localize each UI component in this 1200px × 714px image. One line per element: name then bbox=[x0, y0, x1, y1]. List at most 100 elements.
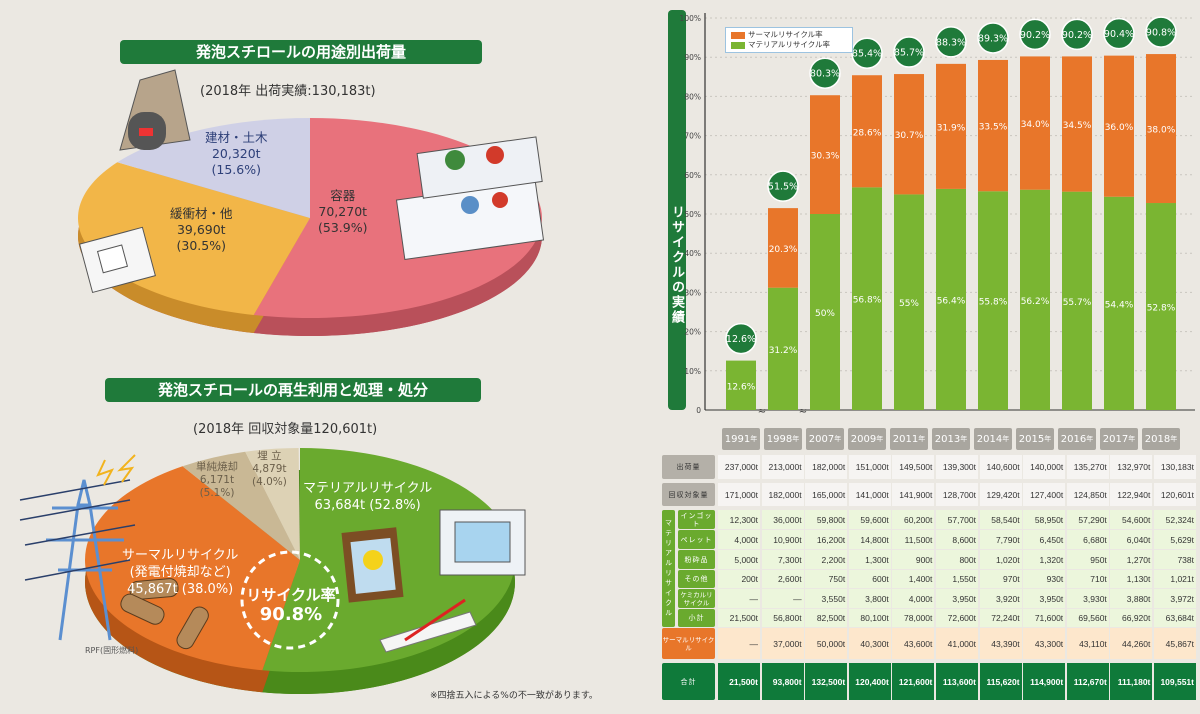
bar-thermal bbox=[810, 95, 840, 214]
total-badge bbox=[1061, 18, 1093, 51]
legend-swatch bbox=[731, 31, 745, 39]
bar-material-label: 52.8% bbox=[1147, 304, 1176, 314]
bar-thermal-label: 34.0% bbox=[1021, 120, 1050, 130]
table-cell: 40,300t bbox=[848, 628, 891, 659]
total-label: 90.2% bbox=[1020, 30, 1050, 41]
table-cell: 141,000t bbox=[848, 483, 891, 506]
table-cell: 750t bbox=[805, 570, 848, 588]
table-cell: 1,270t bbox=[1110, 550, 1153, 569]
bar-material-label: 56.4% bbox=[937, 296, 966, 306]
table-cell: 141,900t bbox=[892, 483, 935, 506]
table-cell: 738t bbox=[1154, 550, 1196, 569]
table-cell: 21,500t bbox=[718, 663, 760, 700]
table-cell: 111,180t bbox=[1110, 663, 1153, 700]
table-cell: — bbox=[718, 589, 760, 608]
table-cell: 11,500t bbox=[892, 530, 935, 549]
table-cell: 109,551t bbox=[1154, 663, 1196, 700]
pie1-title: 発泡スチロールの用途別出荷量 bbox=[120, 40, 482, 64]
bar-thermal-label: 36.0% bbox=[1105, 123, 1134, 133]
y-tick-label: 90% bbox=[684, 53, 701, 62]
table-cell: 69,560t bbox=[1066, 609, 1109, 627]
y-tick-label: 40% bbox=[684, 249, 701, 258]
table-cell: 57,290t bbox=[1066, 510, 1109, 529]
table-cell: 3,920t bbox=[979, 589, 1022, 608]
bar-thermal bbox=[1062, 56, 1092, 192]
table-cell: 16,200t bbox=[805, 530, 848, 549]
table-cell: — bbox=[761, 589, 804, 608]
table-cell: 200t bbox=[718, 570, 760, 588]
y-tick-label: 70% bbox=[684, 132, 701, 141]
table-cell: 6,450t bbox=[1023, 530, 1066, 549]
table-cell: 1,130t bbox=[1110, 570, 1153, 588]
slice-amount: 63,684t (52.8%) bbox=[314, 498, 421, 513]
bar-material-label: 55% bbox=[899, 299, 919, 309]
bar-material-label: 56.2% bbox=[1021, 297, 1050, 307]
year-suffix: 年 bbox=[1044, 435, 1052, 443]
bar-thermal-label: 30.7% bbox=[895, 131, 924, 141]
year-value: 2014 bbox=[976, 433, 1003, 445]
rpf-label: RPF(固形燃料) bbox=[85, 646, 139, 655]
year-value: 2017 bbox=[1102, 433, 1129, 445]
bar-thermal-label: 28.6% bbox=[853, 128, 882, 138]
row-label: ケミカルリサイクル bbox=[678, 589, 715, 608]
table-cell: 43,110t bbox=[1066, 628, 1109, 659]
slice-name: 埋 立 bbox=[257, 450, 282, 462]
table-cell: 710t bbox=[1066, 570, 1109, 588]
bar-material-label: 54.4% bbox=[1105, 300, 1134, 310]
bar-thermal bbox=[1146, 54, 1176, 204]
year-label: 2009 年 bbox=[848, 428, 886, 450]
bar-thermal-label: 31.9% bbox=[937, 123, 966, 133]
recycle-rate: リサイクル率 90.8% bbox=[232, 585, 350, 625]
row-label: 小計 bbox=[678, 609, 715, 627]
pie-charts bbox=[19, 69, 545, 694]
table-cell: 1,020t bbox=[979, 550, 1022, 569]
y-tick-label: 10% bbox=[684, 367, 701, 376]
table-cell: 3,950t bbox=[936, 589, 978, 608]
chart-legend: サーマルリサイクル率 マテリアルリサイクル率 bbox=[725, 27, 853, 53]
tunnel-illustration bbox=[119, 69, 191, 151]
bar-material bbox=[894, 194, 924, 410]
table-cell: 3,972t bbox=[1154, 589, 1196, 608]
total-label: 12.6% bbox=[726, 334, 756, 345]
bar-material bbox=[1146, 203, 1176, 410]
y-tick-label: 30% bbox=[684, 288, 701, 297]
table-cell: 149,500t bbox=[892, 455, 935, 479]
table-cell: 8,600t bbox=[936, 530, 978, 549]
table-cell: 122,940t bbox=[1110, 483, 1153, 506]
slice-amount: 39,690t bbox=[176, 222, 226, 237]
table-cell: 63,684t bbox=[1154, 609, 1196, 627]
table-cell: 12,300t bbox=[718, 510, 760, 529]
y-tick-label: 0 bbox=[696, 406, 701, 415]
table-cell: — bbox=[718, 628, 760, 659]
table-cell: 139,300t bbox=[936, 455, 978, 479]
table-cell: 140,600t bbox=[979, 455, 1022, 479]
slice-pct: (53.9%) bbox=[318, 220, 368, 235]
axis-break-icon: ≈ bbox=[758, 406, 766, 417]
row-label: サーマルリサイクル bbox=[662, 628, 715, 659]
table-cell: 950t bbox=[1066, 550, 1109, 569]
year-label: 2013 年 bbox=[932, 428, 970, 450]
row-label: インゴット bbox=[678, 510, 715, 529]
pie1-subtitle: (2018年 出荷実績:130,183t) bbox=[200, 84, 376, 99]
total-badge bbox=[977, 22, 1009, 54]
table-cell: 5,000t bbox=[718, 550, 760, 569]
recycle-rate-circle bbox=[240, 550, 340, 650]
bar-material-label: 12.6% bbox=[727, 382, 756, 392]
year-value: 2016 bbox=[1060, 433, 1087, 445]
total-label: 51.5% bbox=[768, 182, 798, 193]
recycle-rate-label: リサイクル率 bbox=[246, 586, 336, 604]
table-cell: 132,970t bbox=[1110, 455, 1153, 479]
table-cell: 2,200t bbox=[805, 550, 848, 569]
y-tick-label: 100% bbox=[680, 14, 701, 23]
legend-label: マテリアルリサイクル率 bbox=[748, 40, 831, 49]
bar-material bbox=[810, 214, 840, 410]
slice-pct: (5.1%) bbox=[199, 487, 235, 499]
year-label: 2017 年 bbox=[1100, 428, 1138, 450]
axis-break-icon: ≈ bbox=[799, 406, 807, 417]
table-cell: 171,000t bbox=[718, 483, 760, 506]
slice-amount: 70,270t bbox=[318, 204, 368, 219]
cushion-illustration bbox=[79, 226, 156, 294]
table-cell: 5,629t bbox=[1154, 530, 1196, 549]
slice-name: 容器 bbox=[330, 188, 356, 203]
table-cell: 44,260t bbox=[1110, 628, 1153, 659]
